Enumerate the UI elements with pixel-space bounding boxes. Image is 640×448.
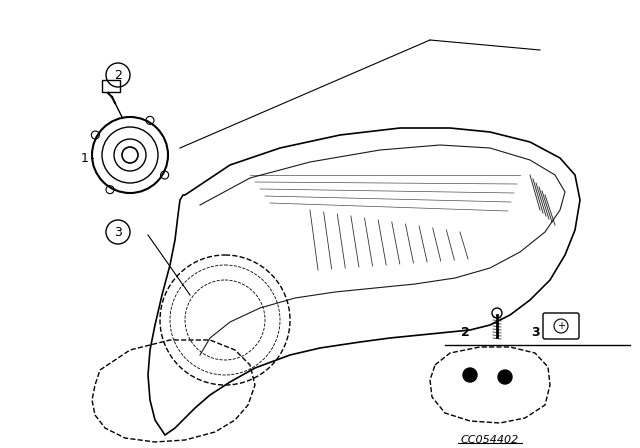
Text: 3: 3 [531,326,540,339]
Text: 1: 1 [81,151,89,164]
Text: +: + [557,321,565,331]
Text: 2: 2 [114,69,122,82]
Circle shape [463,368,477,382]
Text: 2: 2 [461,326,469,339]
Text: CC054402: CC054402 [461,435,519,445]
Text: 3: 3 [114,225,122,238]
Circle shape [498,370,512,384]
